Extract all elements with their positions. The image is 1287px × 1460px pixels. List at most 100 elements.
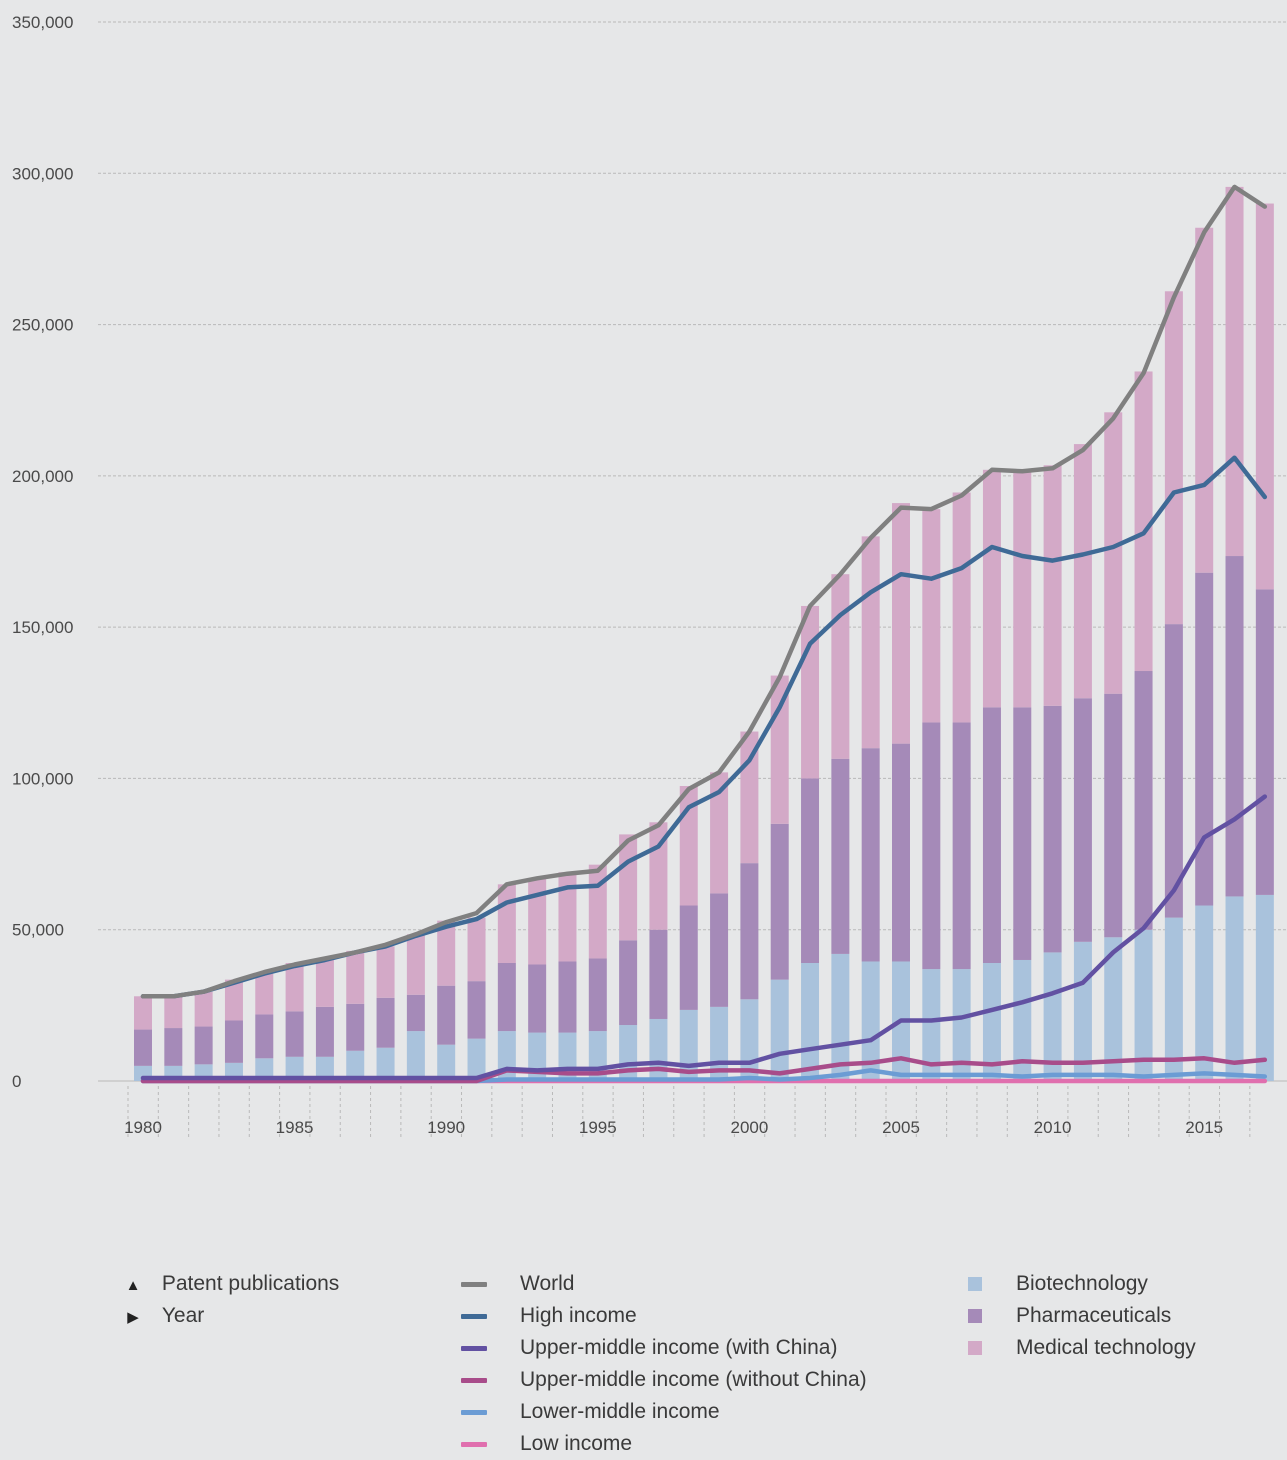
bar-segment-pharmaceuticals — [1104, 694, 1122, 938]
bar-segment-medical-technology — [801, 606, 819, 778]
bar-segment-pharmaceuticals — [1044, 706, 1062, 953]
line-high-income — [143, 458, 1265, 997]
legend-item-line: Upper-middle income (with China) — [461, 1332, 867, 1364]
bar-segment-medical-technology — [377, 946, 395, 997]
line-swatch-icon — [461, 1442, 487, 1447]
bar-segment-medical-technology — [892, 503, 910, 744]
bar-segment-pharmaceuticals — [619, 940, 637, 1025]
triangle-up-icon: ▲ — [118, 1270, 148, 1302]
x-axis-ticks: 19801985199019952000200520102015 — [124, 1086, 1250, 1140]
bar-segment-pharmaceuticals — [740, 863, 758, 999]
bar-segment-pharmaceuticals — [801, 778, 819, 963]
bar-segment-pharmaceuticals — [1226, 556, 1244, 896]
square-swatch-icon — [968, 1277, 982, 1291]
legend-item-x-axis: ▶ Year — [118, 1300, 339, 1332]
bar-segment-medical-technology — [862, 536, 880, 748]
legend-label: Biotechnology — [1016, 1272, 1148, 1295]
bar-segment-pharmaceuticals — [468, 981, 486, 1038]
bar-segment-medical-technology — [498, 884, 516, 963]
bar-segment-medical-technology — [255, 974, 273, 1015]
bar-segment-pharmaceuticals — [407, 995, 425, 1031]
bar-segment-biotechnology — [437, 1045, 455, 1081]
bar-segment-pharmaceuticals — [983, 707, 1001, 963]
bar-segment-biotechnology — [1195, 906, 1213, 1081]
bar-segment-biotechnology — [1226, 896, 1244, 1081]
line-swatch-icon — [461, 1346, 487, 1351]
bar-segment-pharmaceuticals — [1135, 671, 1153, 930]
bar-segment-medical-technology — [1013, 471, 1031, 707]
bar-segment-medical-technology — [468, 918, 486, 982]
bar-segment-pharmaceuticals — [286, 1011, 304, 1056]
x-tick-label: 1980 — [124, 1118, 162, 1137]
line-swatch-icon — [461, 1378, 487, 1383]
legend-label: World — [520, 1272, 574, 1295]
bar-segment-pharmaceuticals — [892, 744, 910, 962]
bar-segment-pharmaceuticals — [134, 1030, 152, 1066]
bar-segment-pharmaceuticals — [316, 1007, 334, 1057]
bar-segment-pharmaceuticals — [437, 986, 455, 1045]
bar-segment-pharmaceuticals — [1074, 698, 1092, 942]
bar-segment-medical-technology — [1074, 444, 1092, 698]
legend-label: Pharmaceuticals — [1016, 1304, 1171, 1327]
bar-segment-medical-technology — [953, 492, 971, 722]
x-tick-label: 1990 — [427, 1118, 465, 1137]
patent-publications-chart: 050,000100,000150,000200,000250,000300,0… — [0, 0, 1287, 1260]
bar-segment-pharmaceuticals — [680, 906, 698, 1010]
bar-segment-medical-technology — [1226, 187, 1244, 556]
stacked-bars — [134, 187, 1274, 1081]
square-swatch-icon — [968, 1309, 982, 1323]
y-tick-label: 350,000 — [12, 13, 73, 32]
chart-legend: ▲ Patent publications ▶ Year World High i… — [0, 1268, 1287, 1454]
bar-segment-pharmaceuticals — [1013, 707, 1031, 960]
bar-segment-medical-technology — [195, 992, 213, 1027]
y-tick-label: 250,000 — [12, 316, 73, 335]
legend-bars-group: Biotechnology Pharmaceuticals Medical tech… — [962, 1268, 1196, 1364]
y-tick-label: 300,000 — [12, 164, 73, 183]
legend-label: Low income — [520, 1432, 632, 1455]
bar-segment-medical-technology — [316, 960, 334, 1007]
legend-item-bar: Pharmaceuticals — [962, 1300, 1196, 1332]
bar-segment-medical-technology — [831, 574, 849, 759]
bar-segment-biotechnology — [801, 963, 819, 1081]
y-axis-tick-labels: 050,000100,000150,000200,000250,000300,0… — [12, 13, 73, 1091]
bar-segment-pharmaceuticals — [377, 998, 395, 1048]
bar-segment-pharmaceuticals — [164, 1028, 182, 1066]
bar-segment-medical-technology — [346, 951, 364, 1004]
bar-segment-pharmaceuticals — [953, 722, 971, 969]
bar-segment-pharmaceuticals — [225, 1020, 243, 1062]
y-tick-label: 100,000 — [12, 769, 73, 788]
legend-label: Medical technology — [1016, 1336, 1196, 1359]
bar-segment-pharmaceuticals — [649, 930, 667, 1019]
bar-segment-biotechnology — [771, 980, 789, 1081]
legend-item-bar: Medical technology — [962, 1332, 1196, 1364]
x-tick-label: 1995 — [579, 1118, 617, 1137]
x-tick-label: 2005 — [882, 1118, 920, 1137]
line-swatch-icon — [461, 1314, 487, 1319]
x-tick-label: 2015 — [1185, 1118, 1223, 1137]
y-tick-label: 0 — [12, 1072, 21, 1091]
bar-segment-pharmaceuticals — [346, 1004, 364, 1051]
legend-item-line: High income — [461, 1300, 867, 1332]
bar-segment-medical-technology — [1044, 465, 1062, 706]
legend-item-bar: Biotechnology — [962, 1268, 1196, 1300]
line-world — [143, 187, 1265, 996]
legend-item-line: Upper-middle income (without China) — [461, 1364, 867, 1396]
bar-segment-medical-technology — [1256, 204, 1274, 590]
legend-item-line: World — [461, 1268, 867, 1300]
bar-segment-pharmaceuticals — [528, 965, 546, 1033]
bar-segment-pharmaceuticals — [1195, 573, 1213, 906]
line-swatch-icon — [461, 1282, 487, 1287]
x-tick-label: 1985 — [276, 1118, 314, 1137]
legend-item-line: Low income — [461, 1428, 867, 1460]
legend-item-y-axis: ▲ Patent publications — [118, 1268, 339, 1300]
bar-segment-medical-technology — [1104, 412, 1122, 693]
bar-segment-biotechnology — [1165, 918, 1183, 1081]
line-upper-middle-income-with-china — [143, 797, 1265, 1078]
bar-segment-medical-technology — [164, 996, 182, 1028]
bar-segment-pharmaceuticals — [589, 958, 607, 1031]
legend-lines-group: World High income Upper-middle income (wit… — [461, 1268, 867, 1460]
y-tick-label: 50,000 — [12, 921, 64, 940]
y-tick-label: 150,000 — [12, 618, 73, 637]
bar-segment-pharmaceuticals — [498, 963, 516, 1031]
legend-label: Upper-middle income (with China) — [520, 1336, 837, 1359]
